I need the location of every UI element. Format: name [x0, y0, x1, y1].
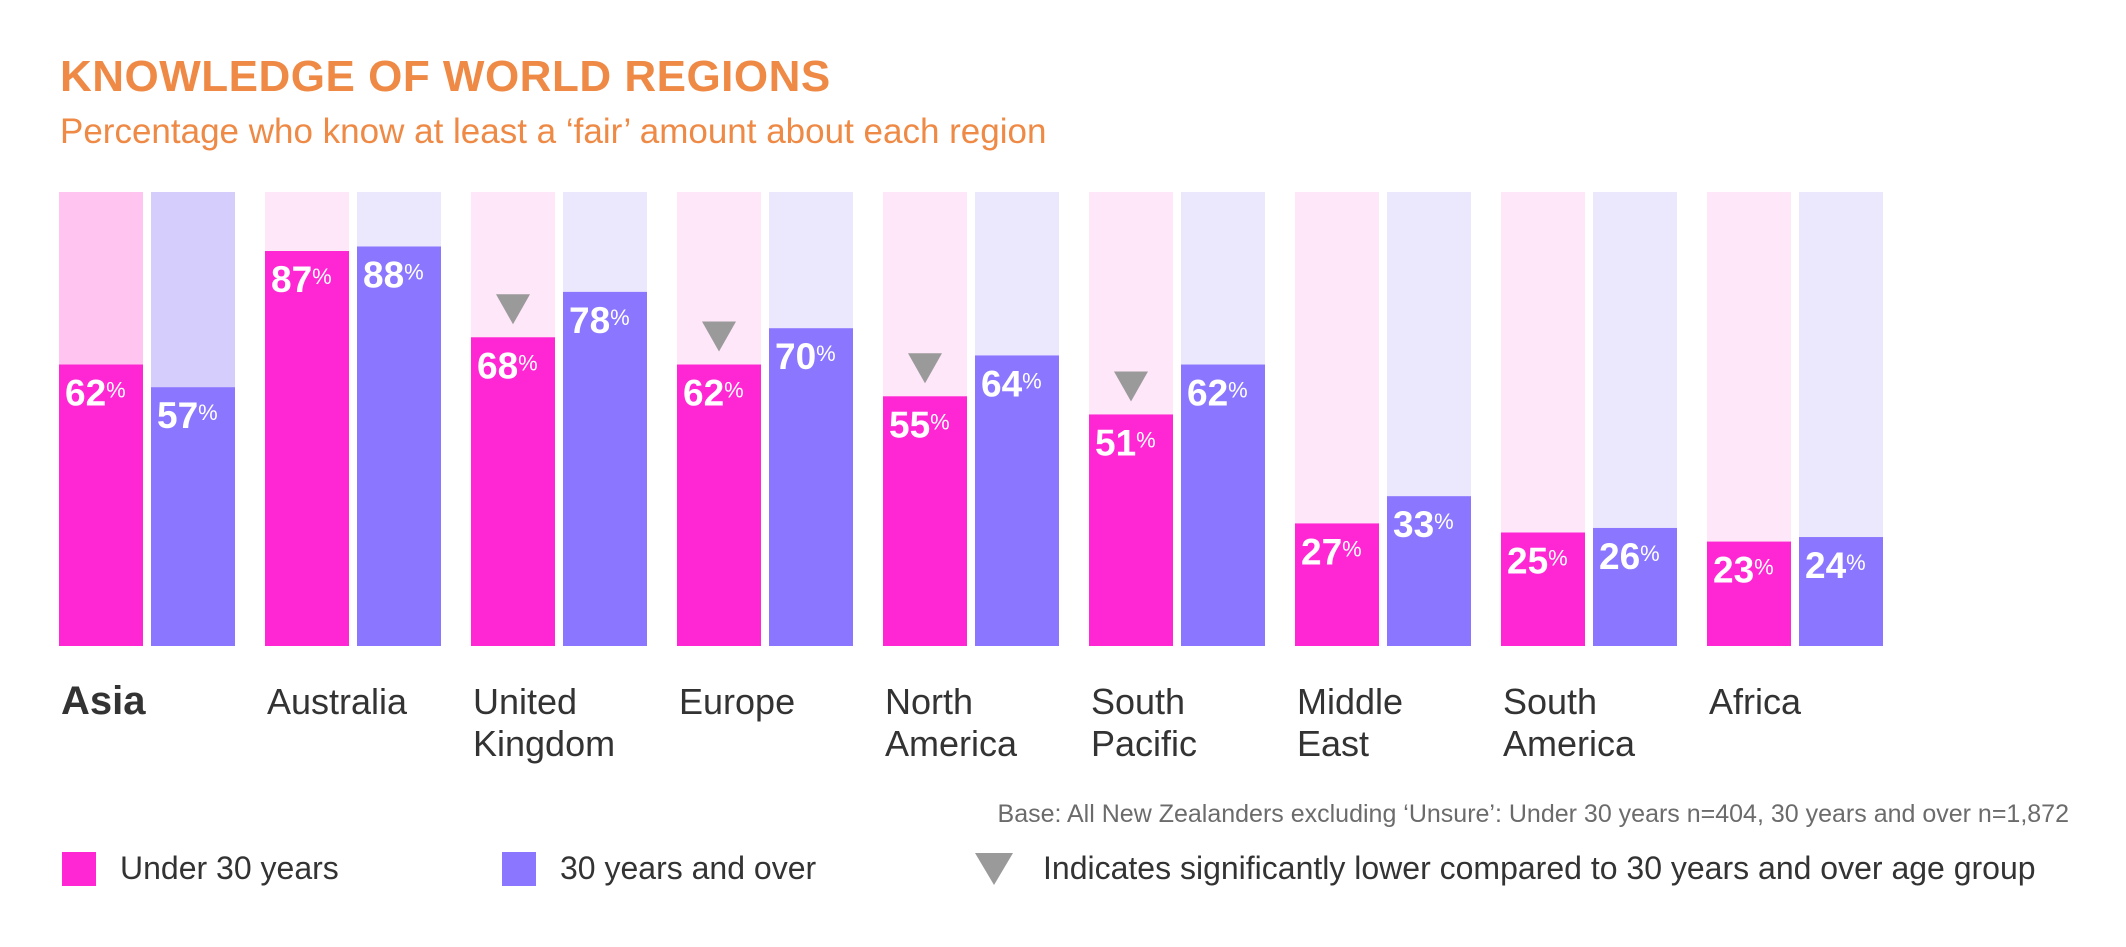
bar-south-america-under-30 — [1501, 532, 1585, 646]
bar-north-america-30-and-over — [975, 355, 1059, 646]
bar-asia-30-and-over — [151, 387, 235, 646]
bar-middle-east-30-and-over — [1387, 496, 1471, 646]
data-label-middle-east-30-and-over: 33% — [1393, 504, 1454, 545]
data-label-asia-30-and-over: 57% — [157, 395, 218, 436]
data-label-north-america-30-and-over: 64% — [981, 363, 1042, 404]
bar-united-kingdom-under-30 — [471, 337, 555, 646]
bar-chart: 62% 57% Asia 87% 88% Australia 68% 78% United Kin… — [59, 192, 1883, 764]
legend-label-significance: Indicates significantly lower compared t… — [1043, 850, 2036, 886]
data-label-australia-under-30: 87% — [271, 259, 332, 300]
data-label-africa-under-30: 23% — [1713, 550, 1774, 591]
data-label-north-america-under-30: 55% — [889, 404, 950, 445]
bar-middle-east-under-30 — [1295, 523, 1379, 646]
bar-south-pacific-30-and-over — [1181, 364, 1265, 646]
legend-swatch-30-and-over — [502, 851, 536, 886]
base-note: Base: All New Zealanders excluding ‘Unsu… — [997, 800, 2069, 828]
category-label-south-america: South America — [1503, 681, 1636, 764]
data-label-europe-under-30: 62% — [683, 373, 744, 414]
category-label-north-america: North America — [885, 681, 1018, 764]
data-label-south-pacific-30-and-over: 62% — [1187, 373, 1248, 414]
category-label-asia: Asia — [61, 679, 146, 723]
category-label-middle-east: Middle East — [1297, 681, 1403, 764]
bar-africa-under-30 — [1707, 541, 1791, 646]
bar-south-america-30-and-over — [1593, 527, 1677, 646]
data-label-south-pacific-under-30: 51% — [1095, 422, 1156, 463]
data-label-south-america-under-30: 25% — [1507, 541, 1568, 582]
bar-europe-under-30 — [677, 364, 761, 646]
bar-north-america-under-30 — [883, 396, 967, 646]
data-label-europe-30-and-over: 70% — [775, 336, 836, 377]
bar-south-pacific-under-30 — [1089, 414, 1173, 646]
category-label-europe: Europe — [679, 681, 795, 722]
data-label-middle-east-under-30: 27% — [1301, 531, 1362, 572]
legend-30-and-over: 30 years and over — [502, 850, 816, 887]
data-label-asia-under-30: 62% — [65, 373, 126, 414]
category-label-australia: Australia — [267, 681, 408, 722]
category-label-africa: Africa — [1709, 681, 1802, 722]
data-label-south-america-30-and-over: 26% — [1599, 536, 1660, 577]
data-label-africa-30-and-over: 24% — [1805, 545, 1866, 586]
bar-united-kingdom-30-and-over — [563, 291, 647, 646]
bar-europe-30-and-over — [769, 328, 853, 646]
significance-marker-europe — [702, 321, 736, 352]
legend-label-under-30: Under 30 years — [120, 850, 339, 886]
legend-significance: Indicates significantly lower compared t… — [975, 850, 2036, 887]
data-label-united-kingdom-30-and-over: 78% — [569, 300, 630, 341]
chart-title: KNOWLEDGE OF WORLD REGIONS — [60, 52, 831, 101]
significance-marker-united-kingdom — [496, 294, 530, 325]
category-label-south-pacific: South Pacific — [1091, 681, 1197, 764]
chart-subtitle: Percentage who know at least a ‘fair’ am… — [60, 112, 1047, 151]
bar-australia-under-30 — [265, 251, 349, 646]
significance-marker-south-pacific — [1114, 371, 1148, 402]
data-label-australia-30-and-over: 88% — [363, 254, 424, 295]
bar-asia-under-30 — [59, 364, 143, 646]
down-triangle-icon — [975, 852, 1013, 885]
legend-under-30: Under 30 years — [62, 850, 339, 887]
legend-label-30-and-over: 30 years and over — [560, 850, 817, 886]
legend-swatch-under-30 — [62, 851, 96, 886]
significance-marker-north-america — [908, 353, 942, 384]
data-label-united-kingdom-under-30: 68% — [477, 345, 538, 386]
bar-africa-30-and-over — [1799, 537, 1883, 646]
category-label-united-kingdom: United Kingdom — [473, 681, 615, 764]
bar-australia-30-and-over — [357, 246, 441, 647]
